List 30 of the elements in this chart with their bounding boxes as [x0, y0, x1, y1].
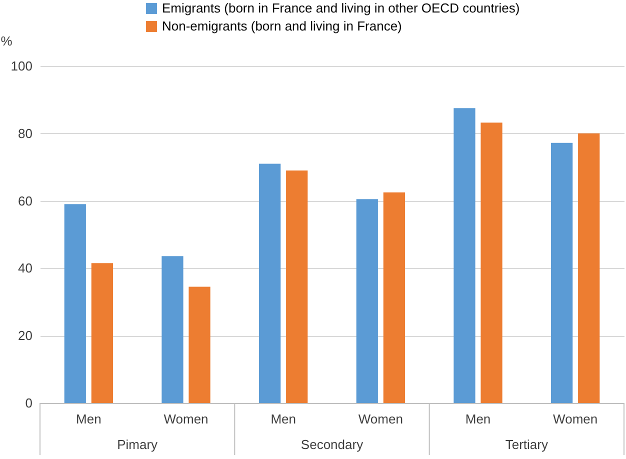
bar: [383, 192, 405, 403]
y-tick-label: 60: [18, 193, 32, 208]
y-tick-label: 0: [25, 396, 32, 410]
bar: [356, 199, 378, 403]
bar: [551, 142, 573, 403]
bar: [454, 108, 476, 403]
y-tick-label: 40: [18, 260, 32, 276]
bar: [188, 286, 210, 403]
x-tick-label: Women: [553, 412, 598, 426]
y-tick-label: 80: [18, 126, 32, 141]
bar: [91, 263, 113, 403]
bar: [286, 170, 308, 403]
bar: [64, 204, 86, 403]
legend-label: Non-emigrants (born and living in France): [162, 18, 402, 34]
bar: [259, 164, 281, 403]
text: Secondary: [300, 437, 364, 452]
text: Pimary: [117, 437, 158, 452]
y-axis-title: %: [0, 34, 13, 48]
x-tick-label: Men: [270, 412, 296, 426]
y-tick-label: 100: [10, 58, 32, 74]
bar: [480, 122, 502, 403]
x-tick-label: Women: [358, 412, 403, 426]
bar: [578, 133, 600, 403]
bar: [162, 256, 184, 403]
x-tick-label: Women: [164, 412, 208, 426]
x-tick-label: Men: [465, 412, 491, 426]
y-tick-label: 20: [18, 328, 32, 344]
x-tick-label: Men: [76, 412, 102, 426]
legend-label: Emigrants (born in France and living in other OECD countries): [162, 0, 520, 16]
text: Tertiary: [505, 437, 548, 452]
